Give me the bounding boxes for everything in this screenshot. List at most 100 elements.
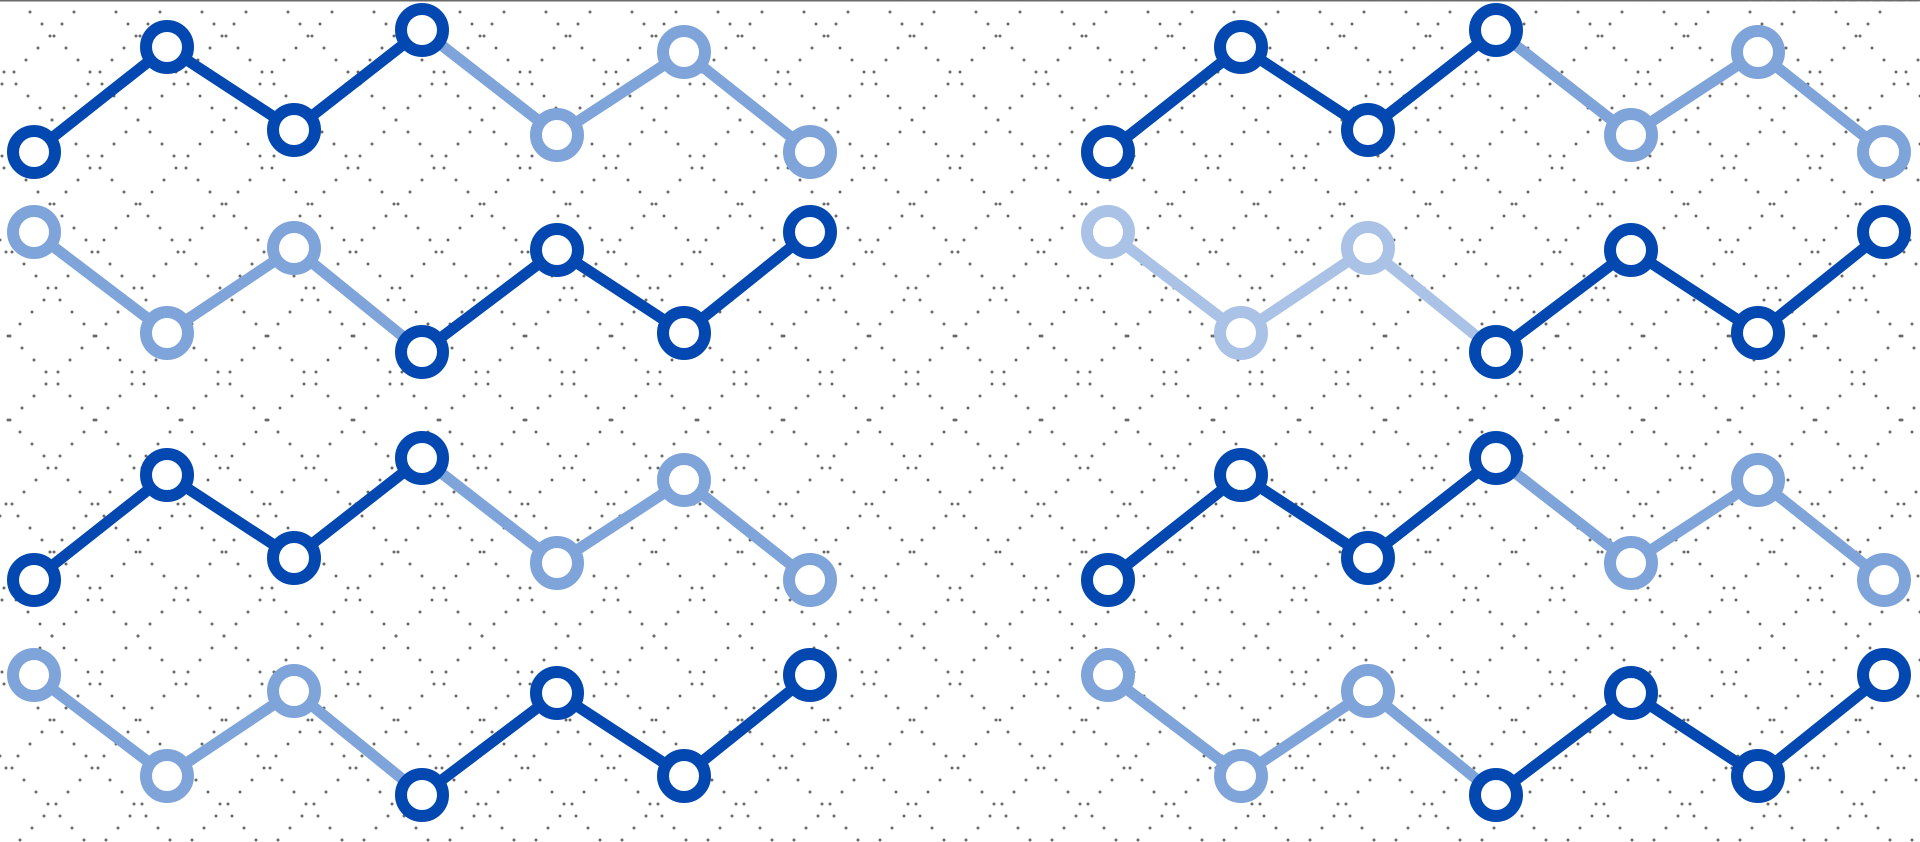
grid-dot xyxy=(657,467,660,470)
grid-dot xyxy=(293,791,296,794)
grid-dot xyxy=(957,251,960,254)
grid-dot xyxy=(51,119,54,122)
grid-dot xyxy=(749,215,752,218)
grid-dot xyxy=(1573,179,1576,182)
grid-dot xyxy=(99,683,102,686)
grid-dot xyxy=(183,251,186,254)
grid-dot xyxy=(339,407,342,410)
grid-dot xyxy=(1123,503,1126,506)
grid-dot xyxy=(845,311,848,314)
grid-dot xyxy=(1749,11,1752,14)
grid-dot xyxy=(723,275,726,278)
grid-dot xyxy=(597,407,600,410)
grid-dot xyxy=(1593,371,1596,374)
grid-dot xyxy=(187,155,190,158)
grid-dot xyxy=(795,347,798,350)
grid-dot xyxy=(1561,683,1564,686)
grid-dot xyxy=(601,755,604,758)
grid-dot xyxy=(1407,443,1410,446)
grid-dot xyxy=(949,587,952,590)
grid-dot xyxy=(983,191,986,194)
grid-dot xyxy=(1761,23,1764,26)
grid-dot xyxy=(545,11,548,14)
grid-dot xyxy=(887,95,890,98)
grid-dot xyxy=(1781,731,1784,734)
grid-dot xyxy=(245,743,248,746)
grid-dot xyxy=(1747,95,1750,98)
grid-dot xyxy=(135,719,138,722)
grid-dot xyxy=(1579,443,1582,446)
grid-dot xyxy=(1745,695,1748,698)
grid-dot xyxy=(711,779,714,782)
grid-dot xyxy=(1803,323,1806,326)
grid-dot xyxy=(11,767,14,770)
grid-dot xyxy=(919,299,922,302)
grid-dot xyxy=(1261,383,1264,386)
grid-dot xyxy=(125,107,128,110)
grid-dot xyxy=(689,155,692,158)
grid-dot xyxy=(1073,539,1076,542)
grid-dot xyxy=(923,131,926,134)
grid-dot xyxy=(1749,527,1752,530)
grid-dot xyxy=(1005,815,1008,818)
grid-dot xyxy=(65,563,68,566)
grid-dot xyxy=(663,215,666,218)
grid-dot xyxy=(517,671,520,674)
grid-dot xyxy=(1675,23,1678,26)
grid-dot xyxy=(67,479,70,482)
grid-dot xyxy=(1849,455,1852,458)
grid-dot xyxy=(667,563,670,566)
grid-dot xyxy=(751,647,754,650)
grid-dot xyxy=(1081,203,1084,206)
grid-dot xyxy=(281,779,284,782)
grid-dot xyxy=(1855,203,1858,206)
grid-dot xyxy=(121,791,124,794)
grid-dot xyxy=(83,839,86,842)
grid-dot xyxy=(1215,251,1218,254)
grid-dot xyxy=(483,551,486,554)
grid-dot xyxy=(1365,659,1368,662)
grid-dot xyxy=(735,803,738,806)
grid-dot xyxy=(455,179,458,182)
grid-dot xyxy=(1879,743,1882,746)
grid-dot xyxy=(823,719,826,722)
grid-dot xyxy=(589,743,592,746)
grid-dot xyxy=(1479,515,1482,518)
grid-dot xyxy=(161,143,164,146)
grid-dot xyxy=(835,731,838,734)
grid-dot xyxy=(243,827,246,830)
grid-dot xyxy=(1791,827,1794,830)
grid-dot xyxy=(1153,275,1156,278)
grid-dot xyxy=(1595,803,1598,806)
grid-dot xyxy=(975,11,978,14)
grid-dot xyxy=(383,107,386,110)
grid-dot xyxy=(67,275,70,278)
grid-dot xyxy=(931,827,934,830)
grid-dot xyxy=(1481,431,1484,434)
grid-dot xyxy=(847,227,850,230)
grid-dot xyxy=(961,83,964,86)
grid-dot xyxy=(527,767,530,770)
grid-dot xyxy=(1293,71,1296,74)
grid-dot xyxy=(1583,275,1586,278)
grid-dot xyxy=(1097,47,1100,50)
grid-dot xyxy=(777,71,780,74)
grid-dot xyxy=(1589,539,1592,542)
grid-dot xyxy=(25,179,28,182)
grid-dot xyxy=(517,155,520,158)
grid-dot xyxy=(925,47,928,50)
grid-dot xyxy=(1129,767,1132,770)
grid-dot xyxy=(1617,395,1620,398)
grid-dot xyxy=(163,179,166,182)
grid-dot xyxy=(367,263,370,266)
grid-dot xyxy=(257,755,260,758)
grid-dot xyxy=(761,227,764,230)
grid-dot xyxy=(459,527,462,530)
grid-dot xyxy=(1369,491,1372,494)
grid-dot xyxy=(347,71,350,74)
grid-dot xyxy=(37,47,40,50)
grid-dot xyxy=(455,695,458,698)
grid-dot xyxy=(1029,839,1032,842)
grid-dot xyxy=(1313,263,1316,266)
grid-dot xyxy=(531,83,534,86)
